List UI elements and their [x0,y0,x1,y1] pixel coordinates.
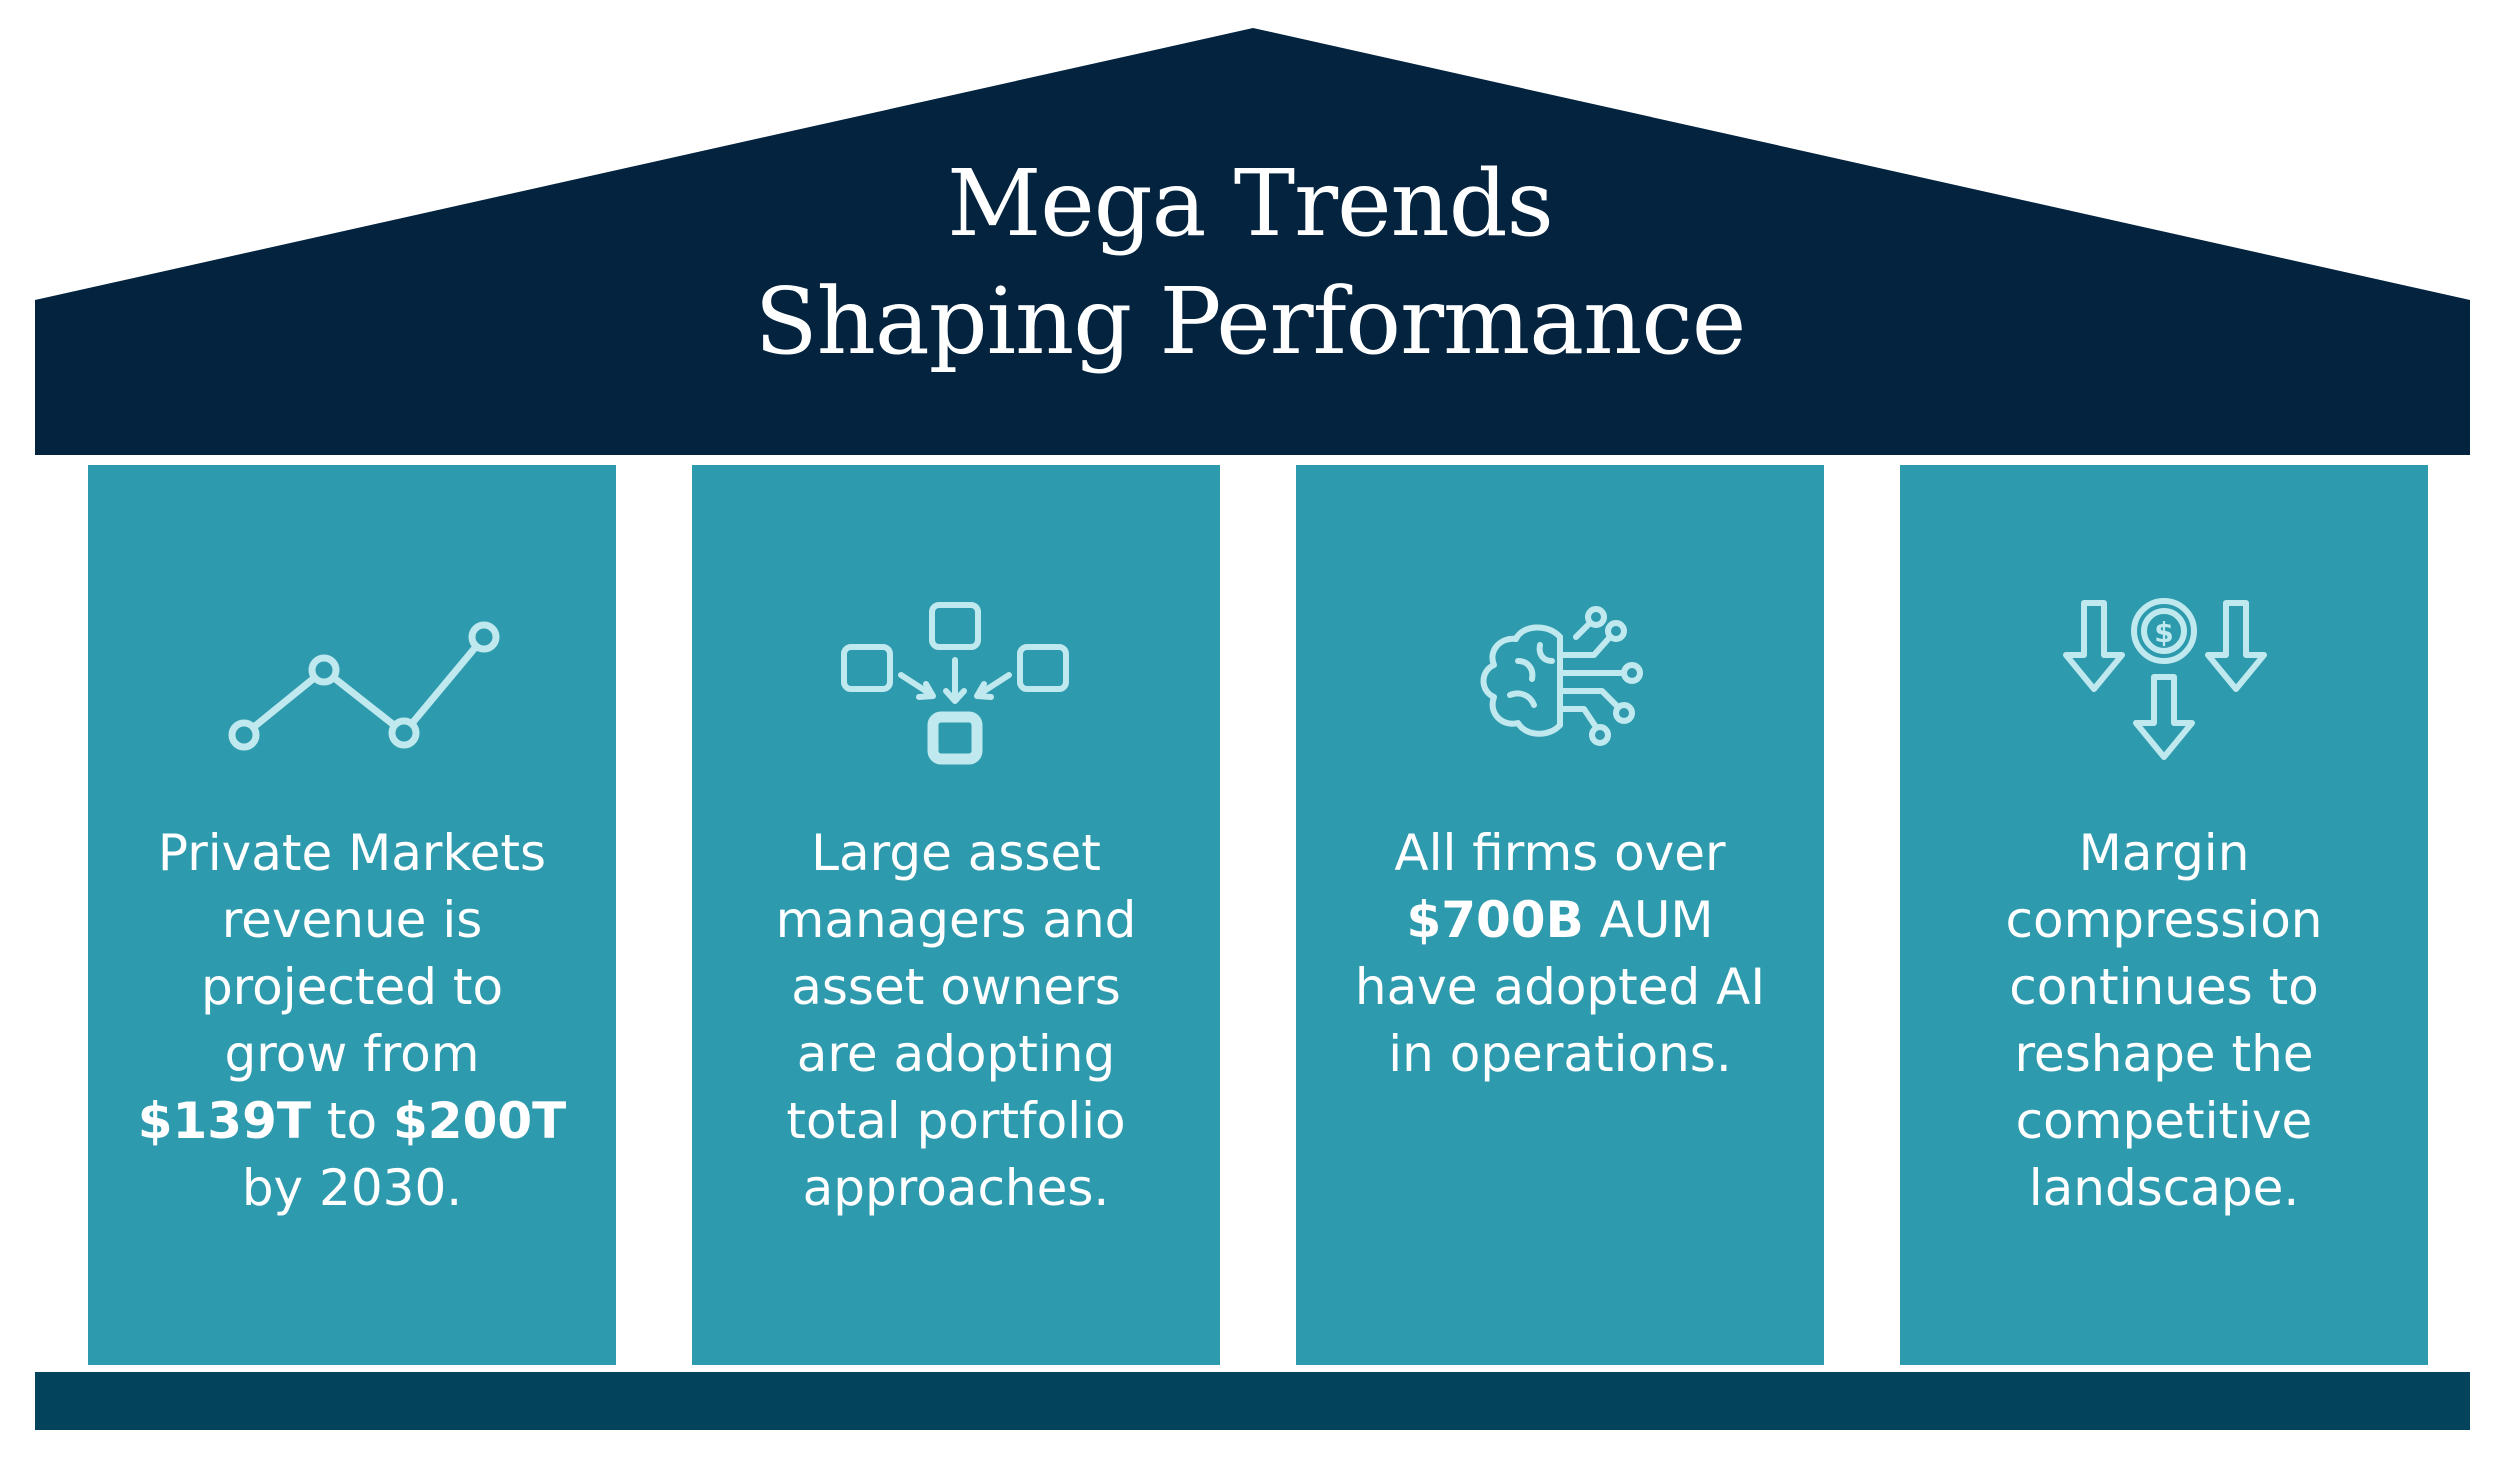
text-line: grow from [224,1025,480,1083]
text-line: Private Markets [157,824,547,882]
pillar-text: Large asset managers and asset owners ar… [722,820,1190,1222]
falling-dollar-icon: $ [1900,565,2428,765]
text-line: asset owners [791,958,1121,1016]
highlight-value: $139T [137,1092,311,1150]
pillar-private-markets: Private Markets revenue is projected to … [88,465,616,1365]
text-line: projected to [200,958,504,1016]
text-line: have adopted AI [1354,958,1766,1016]
text-line: managers and [775,891,1137,949]
text-line: landscape. [2028,1159,2300,1217]
pillar-text: All firms over $700B AUM have adopted AI… [1326,820,1794,1088]
roof [0,0,2500,460]
text-fragment: AUM [1583,891,1714,949]
text-line: Margin [2078,824,2250,882]
text-line: by 2030. [241,1159,463,1217]
line-chart-icon [88,565,616,765]
text-line-highlight: $700B AUM [1326,887,1794,954]
pillar-text: Margin compression continues to reshape … [1930,820,2398,1222]
pillar-ai-adoption: All firms over $700B AUM have adopted AI… [1296,465,1824,1365]
text-line-highlight: $139T to $200T [118,1088,586,1155]
text-line: in operations. [1388,1025,1732,1083]
foundation-base [35,1372,2470,1430]
text-line: compression [2005,891,2323,949]
text-fragment: to [311,1092,393,1150]
highlight-value: $700B [1406,891,1584,949]
pillar-text: Private Markets revenue is projected to … [118,820,586,1222]
text-line: revenue is [221,891,483,949]
text-line: All firms over [1394,824,1726,882]
title-line-2: Shaping Performance [754,268,1747,375]
roof-shape [35,28,2470,455]
ai-brain-icon [1296,565,1824,765]
highlight-value: $200T [392,1092,567,1150]
text-line: competitive [2015,1092,2313,1150]
title-line-1: Mega Trends [947,150,1554,257]
page-title: Mega Trends Shaping Performance [0,145,2500,381]
pillar-asset-managers: Large asset managers and asset owners ar… [692,465,1220,1365]
converging-blocks-icon [692,565,1220,765]
text-line: continues to [2009,958,2319,1016]
text-line: total portfolio [786,1092,1126,1150]
pillar-margin-compression: $ Margin compression continues to reshap… [1900,465,2428,1365]
text-line: reshape the [2014,1025,2314,1083]
dollar-glyph: $ [2154,616,2173,649]
text-line: Large asset [811,824,1101,882]
text-line: are adopting [796,1025,1116,1083]
text-line: approaches. [802,1159,1110,1217]
